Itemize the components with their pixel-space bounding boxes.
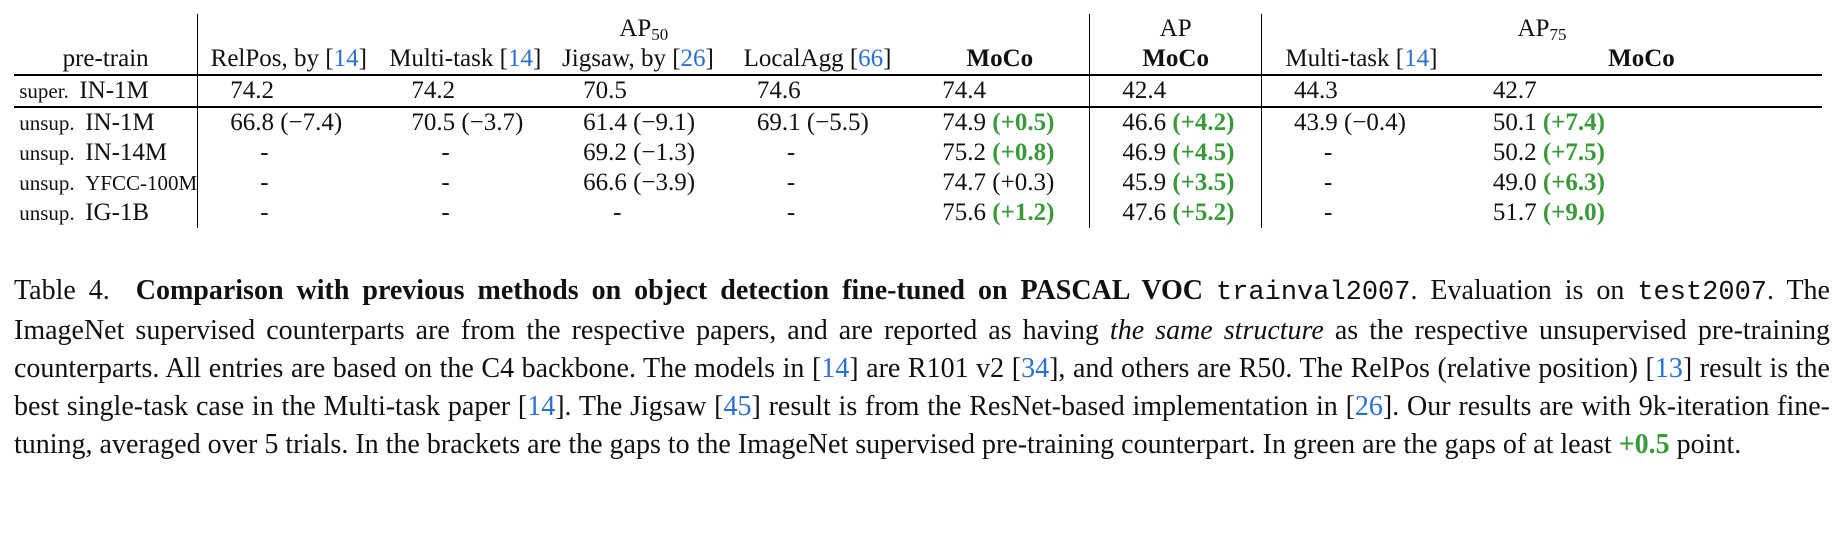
value-cell: - <box>1260 198 1461 228</box>
column-header: MoCo <box>910 44 1090 76</box>
pretrain-header: pre-train <box>14 44 198 76</box>
column-header: Jigsaw, by [26] <box>551 44 725 76</box>
citation-link[interactable]: 13 <box>1654 353 1683 384</box>
table-row: unsup. IN-14M - - 69.2 (−1.3) - 75.2 (+0.8) 46… <box>14 138 1822 168</box>
value-cell: 49.0 (+6.3) <box>1492 169 1605 196</box>
table-row: unsup. YFCC-100M - -66.6 (−3.9) -74.7 (+0.3… <box>14 168 1822 198</box>
pretrain-cell: super. IN-1M <box>14 75 198 108</box>
value-cell: - <box>786 169 796 196</box>
table-row: unsup. IG-1B - - - -75.6 (+1.2) 47.6 (+5.2) -5… <box>14 198 1822 228</box>
value-cell: 66.8 (−7.4) <box>197 107 380 138</box>
value-cell: 74.2 <box>197 75 380 108</box>
value-cell: 66.6 (−3.9) <box>583 169 696 196</box>
table-row: super. IN-1M 74.2 74.2 70.5 74.6 74.4 42.4 44.3… <box>14 75 1822 108</box>
green-example: +0.5 <box>1618 429 1670 460</box>
pretrain-cell: unsup. YFCC-100M <box>14 171 198 195</box>
value-cell: - <box>441 199 450 226</box>
citation-link[interactable]: 26 <box>1354 391 1383 422</box>
caption-label: Table 4. <box>14 275 110 306</box>
citation-link[interactable]: 14 <box>333 45 359 72</box>
value-cell: 61.4 (−9.1) <box>583 109 696 136</box>
value-cell: 43.9 (−0.4) <box>1260 107 1461 138</box>
value-cell: 70.5 (−3.7) <box>411 109 524 136</box>
column-header: MoCo <box>1089 44 1262 76</box>
results-table: AP50 AP AP75 pre-train RelPos, by [14] Mu… <box>14 14 1822 228</box>
value-cell: 44.3 <box>1260 75 1461 108</box>
citation-link[interactable]: 14 <box>821 353 850 384</box>
caption-title: Comparison with previous methods on obje… <box>135 275 1204 306</box>
value-cell: 46.9 (+4.5) <box>1089 138 1262 168</box>
value-cell: - <box>786 199 796 226</box>
header-row-group: AP50 AP AP75 <box>14 14 1822 44</box>
ap50-group-header: AP50 <box>197 14 1090 44</box>
citation-link[interactable]: 34 <box>1021 353 1050 384</box>
value-cell: 75.6 (+1.2) <box>942 199 1055 226</box>
citation-link[interactable]: 26 <box>680 45 706 72</box>
column-header-row: pre-train RelPos, by [14] Multi-task [14]… <box>14 44 1822 76</box>
value-cell: 74.2 <box>379 75 552 108</box>
value-cell: 51.7 (+9.0) <box>1492 199 1605 226</box>
column-header: LocalAgg [66] <box>724 44 911 76</box>
column-header: RelPos, by [14] <box>197 44 380 76</box>
value-cell: - <box>197 168 380 198</box>
pretrain-cell: unsup. IG-1B <box>14 199 150 226</box>
value-cell: - <box>1260 168 1461 198</box>
value-cell: 74.7 (+0.3) <box>942 169 1055 196</box>
value-cell: - <box>197 198 380 228</box>
value-cell: - <box>786 139 796 166</box>
ap-group-header: AP <box>1089 14 1262 44</box>
value-cell: - <box>441 139 450 166</box>
value-cell: - <box>197 138 380 168</box>
value-cell: 42.7 <box>1460 75 1822 108</box>
ap75-group-header: AP75 <box>1260 14 1822 44</box>
value-cell: - <box>441 169 450 196</box>
column-header: Multi-task [14] <box>379 44 552 76</box>
table-row: unsup. IN-1M 66.8 (−7.4) 70.5 (−3.7) 61.4 (… <box>14 107 1822 138</box>
value-cell: 69.1 (−5.5) <box>756 109 869 136</box>
table-caption: Table 4. Comparison with previous method… <box>14 275 1830 460</box>
value-cell: - <box>613 199 622 226</box>
column-header: Multi-task [14] <box>1260 44 1461 76</box>
value-cell: 50.2 (+7.5) <box>1492 139 1605 166</box>
pretrain-cell: unsup. IN-14M <box>14 139 168 166</box>
citation-link[interactable]: 66 <box>858 45 884 72</box>
value-cell: 42.4 <box>1089 75 1262 108</box>
value-cell: - <box>1260 138 1461 168</box>
citation-link[interactable]: 14 <box>1404 45 1430 72</box>
value-cell: 74.6 <box>724 75 911 108</box>
value-cell: 45.9 (+3.5) <box>1089 168 1262 198</box>
value-cell: 46.6 (+4.2) <box>1089 107 1262 138</box>
value-cell: 74.9 (+0.5) <box>942 109 1055 136</box>
value-cell: 47.6 (+5.2) <box>1089 198 1262 228</box>
pretrain-cell: unsup. IN-1M <box>14 109 155 136</box>
value-cell: 50.1 (+7.4) <box>1492 109 1605 136</box>
value-cell: 74.4 <box>910 75 1090 108</box>
citation-link[interactable]: 14 <box>527 391 556 422</box>
citation-link[interactable]: 14 <box>507 45 533 72</box>
value-cell: 70.5 <box>551 75 725 108</box>
column-header: MoCo <box>1460 44 1822 76</box>
value-cell: 75.2 (+0.8) <box>942 139 1055 166</box>
citation-link[interactable]: 45 <box>723 391 752 422</box>
value-cell: 69.2 (−1.3) <box>583 139 696 166</box>
